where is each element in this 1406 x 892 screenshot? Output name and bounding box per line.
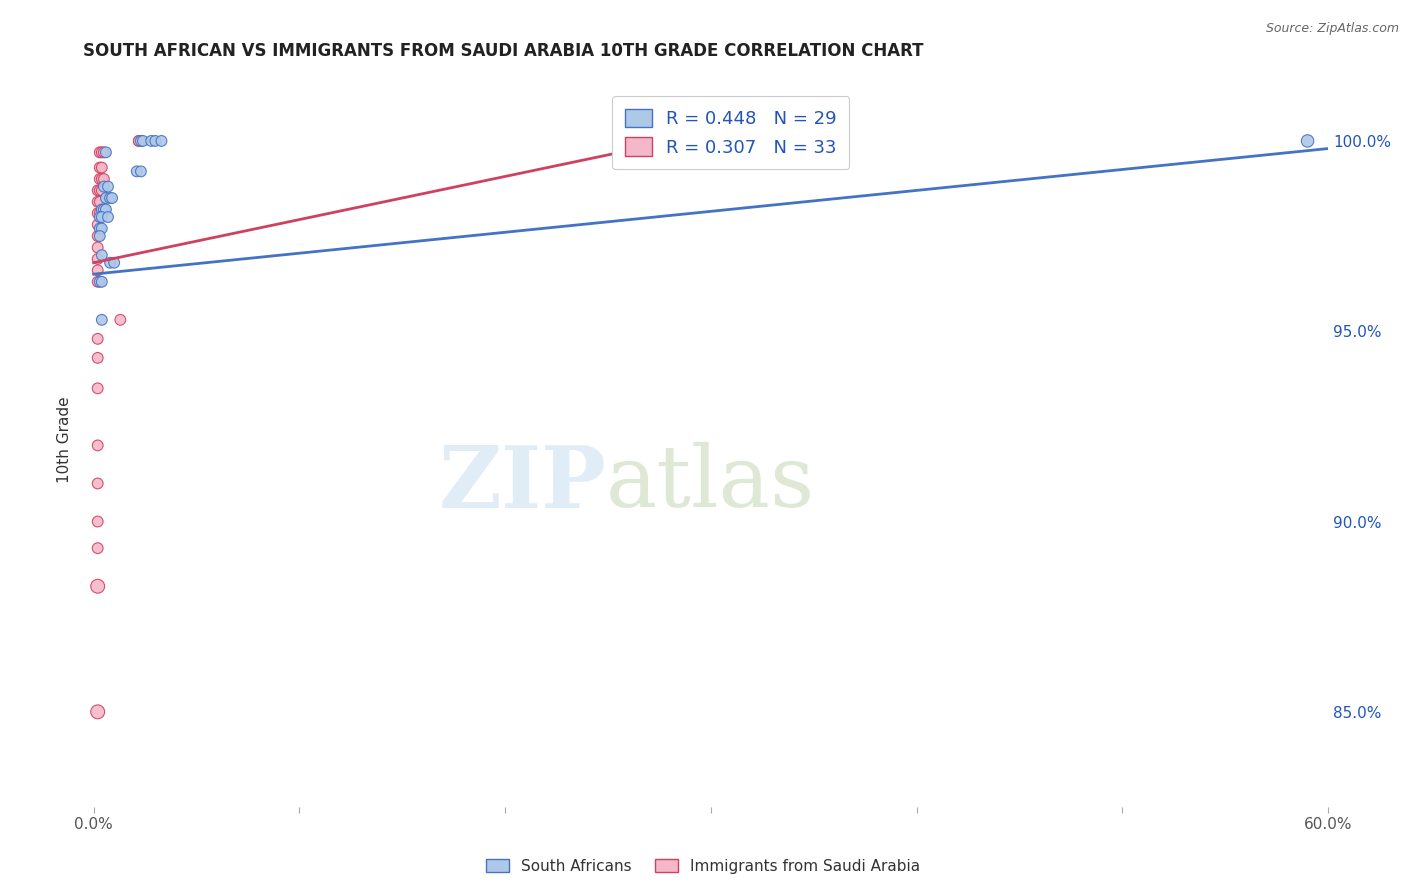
Point [89, 172, 111, 186]
Point [86, 351, 108, 365]
Point [89, 221, 111, 235]
Point [90, 161, 112, 175]
Point [86, 541, 108, 556]
Point [86, 579, 108, 593]
Point [110, 313, 132, 327]
Point [86, 206, 108, 220]
Point [90, 275, 112, 289]
Text: Source: ZipAtlas.com: Source: ZipAtlas.com [1265, 22, 1399, 36]
Point [129, 164, 152, 178]
Point [128, 134, 150, 148]
Point [86, 705, 108, 719]
Point [101, 191, 124, 205]
Point [86, 218, 108, 232]
Point [90, 313, 112, 327]
Point [86, 240, 108, 254]
Point [93, 179, 115, 194]
Point [86, 332, 108, 346]
Point [86, 252, 108, 266]
Point [132, 134, 155, 148]
Point [90, 172, 112, 186]
Point [89, 229, 111, 244]
Point [93, 172, 115, 186]
Legend: R = 0.448   N = 29, R = 0.307   N = 33: R = 0.448 N = 29, R = 0.307 N = 33 [612, 96, 849, 169]
Point [86, 275, 108, 289]
Point [90, 221, 112, 235]
Point [90, 210, 112, 224]
Point [125, 164, 148, 178]
Text: SOUTH AFRICAN VS IMMIGRANTS FROM SAUDI ARABIA 10TH GRADE CORRELATION CHART: SOUTH AFRICAN VS IMMIGRANTS FROM SAUDI A… [83, 42, 924, 60]
Point [86, 381, 108, 395]
Point [128, 134, 150, 148]
Point [141, 134, 163, 148]
Point [89, 183, 111, 197]
Text: ZIP: ZIP [439, 442, 606, 525]
Point [97, 179, 120, 194]
Point [1296, 134, 1319, 148]
Legend: South Africans, Immigrants from Saudi Arabia: South Africans, Immigrants from Saudi Ar… [479, 853, 927, 880]
Point [86, 515, 108, 529]
Point [97, 210, 120, 224]
Point [103, 256, 125, 270]
Point [89, 275, 111, 289]
Point [89, 161, 111, 175]
Point [90, 183, 112, 197]
Point [129, 134, 152, 148]
Point [89, 206, 111, 220]
Point [94, 191, 117, 205]
Point [90, 202, 112, 217]
Point [89, 194, 111, 209]
Point [86, 183, 108, 197]
Point [89, 210, 111, 224]
Point [98, 256, 121, 270]
Point [86, 263, 108, 277]
Y-axis label: 10th Grade: 10th Grade [58, 396, 72, 483]
Text: atlas: atlas [606, 442, 815, 525]
Point [86, 476, 108, 491]
Point [150, 134, 173, 148]
Point [93, 145, 115, 160]
Point [94, 202, 117, 217]
Point [90, 248, 112, 262]
Point [143, 134, 166, 148]
Point [86, 229, 108, 244]
Point [98, 191, 121, 205]
Point [90, 145, 112, 160]
Point [86, 194, 108, 209]
Point [86, 438, 108, 452]
Point [93, 202, 115, 217]
Point [89, 145, 111, 160]
Point [94, 145, 117, 160]
